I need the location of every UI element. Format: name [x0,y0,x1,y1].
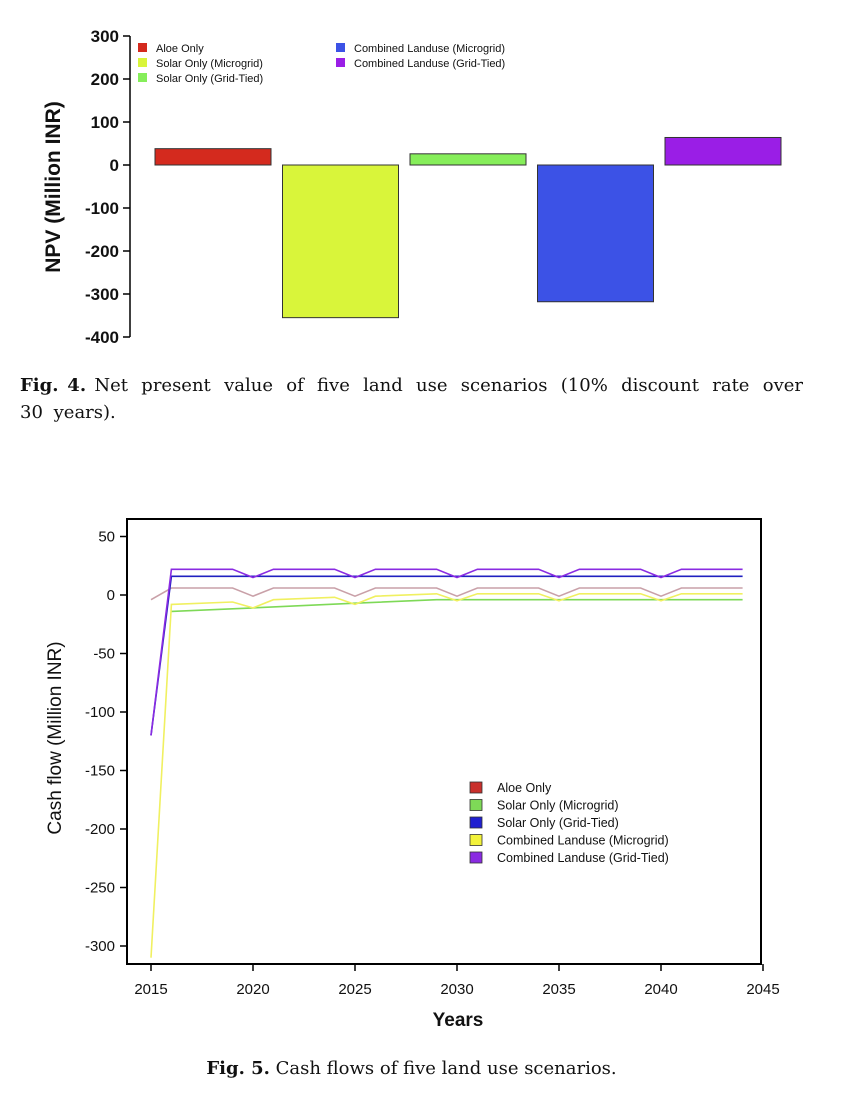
fig5-legend-swatch [469,851,483,864]
fig4-y-tick-label: -300 [85,285,119,304]
fig5-y-tick-label: -200 [85,821,115,838]
fig4-legend-label: Aloe Only [156,43,204,55]
fig4-legend-label: Solar Only (Microgrid) [156,58,263,70]
fig5-y-axis: 50 0 -50 -100 -150 -200 -250 -300 [85,529,127,955]
fig4-y-axis: 300 200 100 0 -100 -200 -300 -400 [85,27,131,347]
fig5-legend-label: Solar Only (Microgrid) [497,799,619,813]
fig5-legend-label: Aloe Only [497,781,552,795]
fig4-caption: Fig. 4. Net present value of five land u… [20,372,803,426]
fig4-caption-label: Fig. 4. [20,375,87,396]
fig4-bar [537,164,654,303]
fig4-y-tick-label: -200 [85,242,119,261]
fig5-y-axis-label: Cash flow (Million INR) [45,641,66,834]
fig4-bar [154,148,272,166]
fig4-y-tick-label: 200 [91,70,119,89]
fig5-caption: Fig. 5. Cash flows of five land use scen… [20,1055,803,1082]
fig5-x-tick-label: 2020 [236,981,269,998]
fig4-y-tick-label: 0 [110,156,119,175]
fig5-x-tick-label: 2045 [746,981,779,998]
fig5-series-line [150,587,743,601]
fig5-legend-label: Combined Landuse (Microgrid) [497,834,669,848]
fig5-y-tick-label: -50 [93,646,115,663]
fig5-x-axis-label: Years [433,1010,484,1031]
fig4-bars [154,136,782,319]
fig5-y-tick-label: -300 [85,938,115,955]
fig5-series-line [150,568,743,736]
fig5-series-line [150,592,743,958]
fig4-legend-swatch [138,73,147,82]
fig4-y-axis-label: NPV (Million INR) [42,101,65,273]
fig5-series-lines [150,568,743,958]
fig5-x-tick-label: 2030 [440,981,473,998]
fig5-legend-swatch [469,816,483,829]
fig4-legend-swatch [336,43,345,52]
fig5-plot-frame [126,518,762,965]
fig5-caption-label: Fig. 5. [206,1058,270,1079]
fig4-caption-text: Net present value of five land use scena… [20,375,803,423]
fig5-y-tick-label: 50 [98,529,115,546]
fig5-legend-swatch [469,799,483,811]
fig4-y-tick-label: -400 [85,328,119,347]
fig4-legend-label: Combined Landuse (Microgrid) [354,43,505,55]
fig4-legend-swatch [336,58,345,67]
fig5-x-tick-label: 2035 [542,981,575,998]
fig4-bar [664,136,782,166]
fig5-x-tick-label: 2040 [644,981,677,998]
fig5-x-tick-label: 2025 [338,981,371,998]
fig5-legend-swatch [469,781,483,794]
fig4-legend: Aloe Only Solar Only (Microgrid) Solar Onl… [138,43,505,85]
fig5-caption-text: Cash flows of five land use scenarios. [275,1058,617,1079]
fig4-y-tick-label: 100 [91,113,119,132]
fig5-line-chart: 500-50-100-150-200-250-300 2015 2020 2025 2… [45,518,780,1031]
fig4-legend-label: Solar Only (Grid-Tied) [156,73,263,85]
fig4-bar [282,164,399,319]
fig5-legend-swatch [469,834,483,846]
fig4-legend-label: Combined Landuse (Grid-Tied) [354,58,505,70]
fig4-bar [409,153,527,166]
fig4-legend-swatch [138,43,147,52]
fig5-y-tick-label: -250 [85,880,115,897]
fig4-legend-swatch [138,58,147,67]
fig4-y-tick-label: 300 [91,27,119,46]
fig5-y-tick-label: -150 [85,763,115,780]
fig4-y-tick-label: -100 [85,199,119,218]
fig5-x-axis: 2015 2020 2025 2030 2035 2040 2045 [134,964,780,998]
fig5-y-tick-label: -100 [85,704,115,721]
fig5-y-tick-label: 0 [107,587,115,604]
fig5-legend-label: Solar Only (Grid-Tied) [497,816,619,830]
fig5-legend: Aloe Only Solar Only (Microgrid) Solar Onl… [469,781,669,865]
fig5-legend-label: Combined Landuse (Grid-Tied) [497,851,669,865]
fig4-bar-chart: 300 200 100 0 -100 -200 -300 -400 Aloe Only Sola… [42,27,782,347]
fig5-x-tick-label: 2015 [134,981,167,998]
